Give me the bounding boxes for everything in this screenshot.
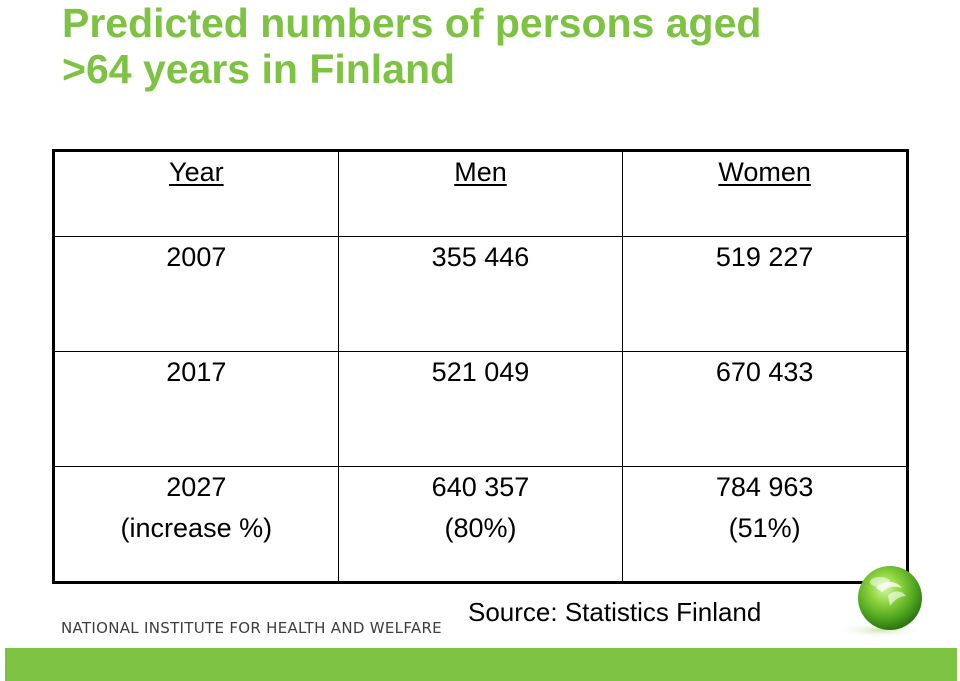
year-subtext: (increase %)	[120, 513, 273, 543]
table-header-row: Year Men Women	[53, 150, 908, 237]
men-cell: 521 049	[337, 351, 624, 467]
slide-title-line-1: Predicted numbers of persons aged	[62, 0, 762, 46]
table-row: 2027 (increase %) 640 357 (80%) 784 963 …	[53, 466, 908, 583]
green-sphere-logo-icon	[836, 566, 924, 638]
footer-bar	[5, 648, 957, 681]
men-cell: 640 357 (80%)	[337, 466, 624, 583]
slide-title-line-2: >64 years in Finland	[62, 46, 456, 92]
year-cell: 2027 (increase %)	[53, 466, 339, 583]
table-row: 2017 521 049 670 433	[53, 351, 908, 467]
women-cell: 670 433	[622, 351, 908, 467]
women-increase-subtext: (51%)	[728, 513, 801, 543]
column-header-year: Year	[53, 150, 339, 237]
institute-name: NATIONAL INSTITUTE FOR HEALTH AND WELFAR…	[61, 619, 442, 637]
men-cell: 355 446	[337, 236, 624, 352]
source-citation: Source: Statistics Finland	[468, 597, 762, 627]
men-increase-subtext: (80%)	[444, 513, 517, 543]
slide-title: Predicted numbers of persons aged >64 ye…	[62, 0, 922, 92]
women-cell: 784 963 (51%)	[622, 466, 908, 583]
year-cell: 2017	[53, 351, 339, 467]
column-header-women: Women	[622, 150, 908, 237]
table-row: 2007 355 446 519 227	[53, 236, 908, 352]
year-cell: 2007	[53, 236, 339, 352]
column-header-men: Men	[337, 150, 624, 237]
population-table: Year Men Women 2007 355 446 519 227 2017…	[52, 149, 909, 584]
women-cell: 519 227	[622, 236, 908, 352]
